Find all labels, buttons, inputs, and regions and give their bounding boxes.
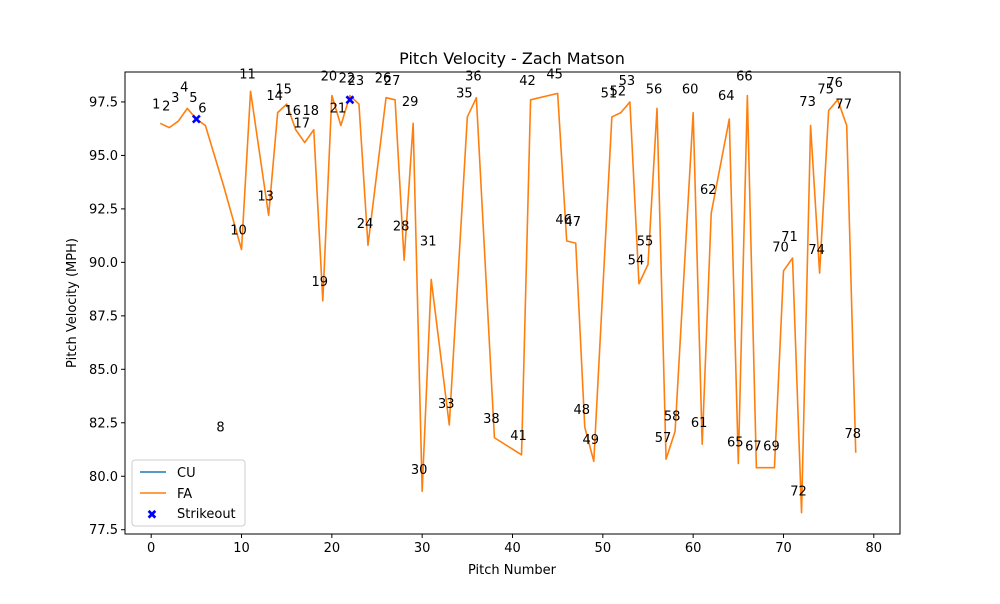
legend-label-strikeout: Strikeout [177, 507, 236, 522]
pitch-number-label: 33 [438, 397, 455, 412]
pitch-number-label: 45 [546, 67, 563, 82]
pitch-number-label: 60 [682, 82, 699, 97]
pitch-number-label: 17 [293, 117, 310, 132]
pitch-number-label: 35 [456, 87, 473, 102]
y-tick-label: 85.0 [89, 363, 118, 378]
x-axis: 0 10 20 30 40 50 60 70 80 [147, 534, 882, 556]
pitch-number-label: 77 [835, 97, 852, 112]
pitch-number-label: 31 [420, 234, 437, 249]
pitch-number-label: 8 [216, 420, 224, 435]
x-tick-label: 50 [595, 541, 612, 556]
pitch-number-label: 19 [312, 275, 329, 290]
pitch-number-label: 4 [180, 80, 188, 95]
pitch-number-label: 78 [844, 427, 861, 442]
y-tick-label: 87.5 [89, 309, 118, 324]
pitch-number-label: 28 [393, 219, 410, 234]
legend-label-fa: FA [177, 487, 192, 502]
pitch-number-label: 65 [727, 435, 744, 450]
pitch-number-label: 53 [619, 74, 636, 89]
pitch-number-label: 71 [781, 230, 798, 245]
pitch-number-label: 42 [519, 74, 536, 89]
pitch-number-label: 56 [646, 82, 663, 97]
pitch-number-label: 1 [152, 97, 160, 112]
x-tick-label: 40 [504, 541, 521, 556]
pitch-number-label: 61 [691, 416, 708, 431]
plot-area: 1 234568101113141516171819202122232426272… [152, 67, 861, 512]
pitch-number-label: 67 [745, 440, 762, 455]
pitch-number-label: 62 [700, 183, 717, 198]
pitch-number-label: 27 [384, 74, 401, 89]
y-tick-label: 92.5 [89, 202, 118, 217]
pitch-number-label: 6 [198, 102, 206, 117]
pitch-number-label: 13 [257, 189, 274, 204]
y-axis-label: Pitch Velocity (MPH) [65, 238, 80, 368]
pitch-number-label: 15 [275, 82, 292, 97]
x-tick-label: 20 [324, 541, 341, 556]
y-tick-label: 77.5 [89, 523, 118, 538]
pitch-number-label: 18 [303, 104, 320, 119]
pitch-number-label: 23 [348, 74, 365, 89]
pitch-number-label: 64 [718, 89, 735, 104]
pitch-number-label: 54 [628, 254, 645, 269]
pitch-number-label: 21 [330, 102, 347, 117]
y-tick-label: 90.0 [89, 256, 118, 271]
pitch-number-label: 10 [230, 224, 247, 239]
pitch-number-label: 49 [583, 433, 600, 448]
pitch-number-label: 29 [402, 95, 419, 110]
pitch-number-label: 58 [664, 410, 681, 425]
chart-title: Pitch Velocity - Zach Matson [399, 49, 625, 68]
strikeout-marker [193, 116, 200, 123]
pitch-number-label: 30 [411, 463, 428, 478]
x-tick-label: 10 [233, 541, 250, 556]
pitch-number-label: 47 [564, 215, 581, 230]
pitch-number-label: 74 [808, 243, 825, 258]
y-tick-label: 82.5 [89, 416, 118, 431]
x-axis-label: Pitch Number [468, 563, 557, 578]
y-axis: 77.5 80.0 82.5 85.0 87.5 90.0 92.5 95.0 97.5 [89, 95, 125, 538]
pitch-number-label: 72 [790, 485, 807, 500]
pitch-number-label: 76 [826, 76, 843, 91]
x-tick-label: 80 [866, 541, 883, 556]
pitch-number-label: 5 [189, 91, 197, 106]
legend-swatch-strikeout: ✖ [147, 508, 158, 523]
pitch-number-label: 24 [357, 217, 374, 232]
pitch-number-label: 38 [483, 412, 500, 427]
x-tick-label: 30 [414, 541, 431, 556]
pitch-number-label: 73 [799, 95, 816, 110]
x-tick-label: 0 [147, 541, 155, 556]
legend: CU FA ✖ Strikeout [132, 460, 245, 526]
x-tick-label: 60 [685, 541, 702, 556]
x-tick-label: 70 [775, 541, 792, 556]
pitch-number-label: 41 [510, 429, 527, 444]
pitch-number-label: 11 [239, 67, 256, 82]
y-tick-label: 95.0 [89, 149, 118, 164]
legend-label-cu: CU [177, 466, 196, 481]
pitch-number-label: 48 [573, 403, 590, 418]
pitch-number-label: 57 [655, 431, 672, 446]
pitch-number-label: 69 [763, 440, 780, 455]
pitch-number-label: 2 [162, 100, 170, 115]
pitch-number-label: 55 [637, 234, 654, 249]
y-tick-label: 80.0 [89, 470, 118, 485]
y-tick-label: 97.5 [89, 95, 118, 110]
pitch-number-label: 3 [171, 91, 179, 106]
